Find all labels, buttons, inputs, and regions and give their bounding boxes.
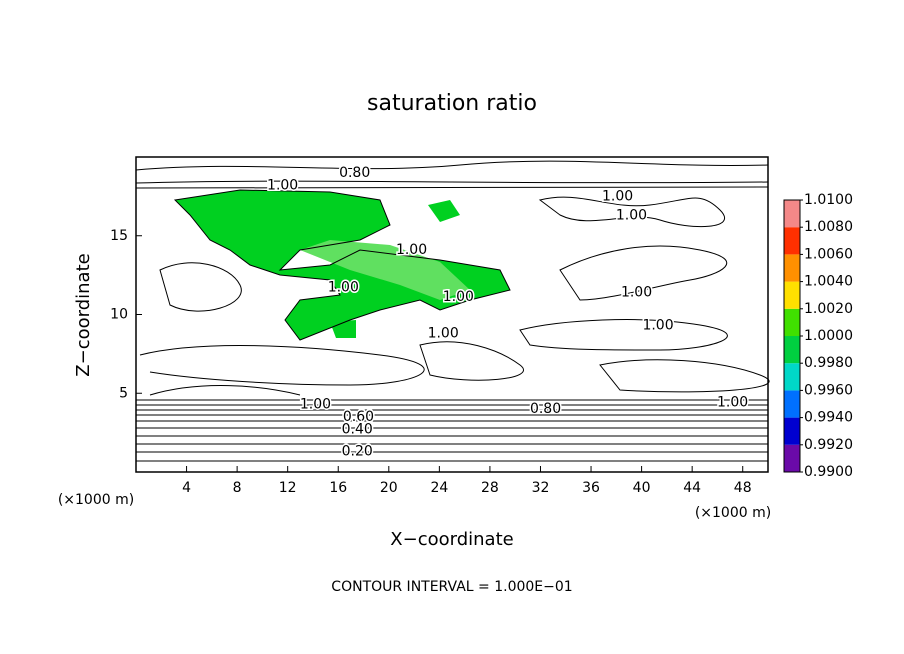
x-tick-label: 36 (582, 480, 600, 496)
colorbar-band (784, 227, 800, 255)
x-tick-label: 16 (329, 480, 347, 496)
contour-label: 1.00 (717, 395, 748, 411)
x-tick-label: 4 (182, 480, 191, 496)
y-tick-label: 10 (110, 307, 128, 323)
contour-label: 1.00 (300, 396, 331, 412)
colorbar-label: 1.0060 (804, 246, 853, 262)
x-tick-label: 12 (279, 480, 297, 496)
green-region (300, 240, 470, 300)
colorbar-label: 1.0100 (804, 192, 853, 208)
colorbar-band (784, 444, 800, 472)
colorbar-band (784, 390, 800, 418)
x-tick-label: 28 (481, 480, 499, 496)
y-axis-label: Z−coordinate (73, 253, 94, 376)
green-region (330, 320, 356, 338)
contour (159, 262, 242, 312)
colorbar-band (784, 336, 800, 364)
x-unit: (×1000 m) (695, 505, 771, 521)
x-tick-label: 44 (683, 480, 701, 496)
footer: CONTOUR INTERVAL = 1.000E−01 (331, 579, 572, 595)
colorbar-band (784, 308, 800, 336)
contour (135, 160, 769, 171)
contour (135, 180, 769, 184)
x-axis-label: X−coordinate (390, 529, 513, 550)
contour-label: 1.00 (267, 177, 298, 193)
colorbar-label: 0.9920 (804, 437, 853, 453)
contour-label: 0.80 (339, 165, 370, 181)
x-tick-label: 20 (380, 480, 398, 496)
contour-label: 1.00 (602, 188, 633, 204)
contour (599, 359, 770, 393)
colorbar-label: 0.9940 (804, 410, 853, 426)
y-tick-label: 15 (110, 228, 128, 244)
contour (419, 341, 524, 381)
contour (538, 196, 726, 227)
colorbar-band (784, 200, 800, 228)
contour-label: 1.00 (616, 207, 647, 223)
field (175, 190, 510, 340)
colorbar-label: 1.0080 (804, 219, 853, 235)
contour-label: 1.00 (621, 284, 652, 300)
colorbar-band (784, 254, 800, 282)
contour (519, 319, 728, 351)
colorbar-label: 1.0000 (804, 328, 853, 344)
contour (173, 189, 511, 341)
colorbar-band (784, 417, 800, 445)
colorbar-label: 0.9900 (804, 464, 853, 480)
x-tick-label: 48 (734, 480, 752, 496)
chart-title: saturation ratio (367, 91, 537, 116)
contour (139, 345, 425, 386)
colorbar-label: 0.9980 (804, 355, 853, 371)
contour-label: 0.40 (342, 421, 373, 437)
colorbar-label: 0.9960 (804, 382, 853, 398)
contour (149, 385, 301, 396)
y-unit: (×1000 m) (58, 492, 134, 508)
x-tick-label: 40 (633, 480, 651, 496)
y-tick-label: 5 (119, 385, 128, 401)
contour-label: 1.00 (328, 280, 359, 296)
colorbar-label: 1.0020 (804, 301, 853, 317)
contour-label: 1.00 (428, 325, 459, 341)
contour-label: 1.00 (642, 318, 673, 334)
x-tick-label: 32 (532, 480, 550, 496)
contour (135, 186, 769, 189)
contour-label: 0.60 (343, 409, 374, 425)
contour-label: 0.20 (342, 444, 373, 460)
contour-label: 1.00 (443, 289, 474, 305)
contour-label: 1.00 (396, 242, 427, 258)
contour (559, 245, 728, 301)
colorbar-band (784, 363, 800, 391)
x-tick-label: 8 (233, 480, 242, 496)
contour-label: 0.80 (530, 401, 561, 417)
green-region (428, 200, 460, 222)
colorbar-band (784, 281, 800, 309)
colorbar-label: 1.0040 (804, 274, 853, 290)
contours (135, 160, 770, 462)
x-tick-label: 24 (430, 480, 448, 496)
